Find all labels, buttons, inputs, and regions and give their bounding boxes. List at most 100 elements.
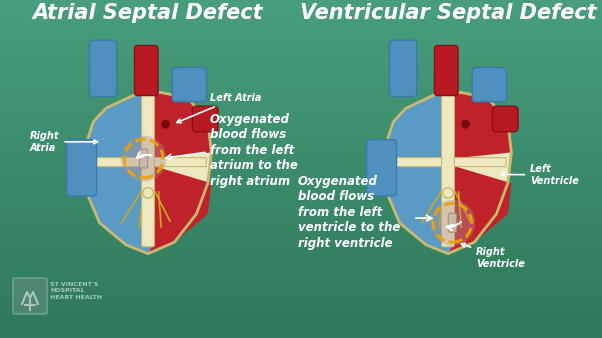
Bar — [0, 212, 602, 213]
Bar — [0, 169, 602, 170]
Bar — [0, 75, 602, 76]
Bar — [0, 64, 602, 65]
Bar — [0, 181, 602, 182]
Bar — [0, 78, 602, 79]
Bar — [0, 233, 602, 234]
Bar — [0, 40, 602, 41]
Bar — [0, 310, 602, 311]
Bar — [0, 206, 602, 207]
Bar — [0, 289, 602, 290]
FancyBboxPatch shape — [390, 158, 506, 167]
Bar — [0, 238, 602, 239]
Bar — [0, 280, 602, 281]
Bar — [0, 94, 602, 95]
Bar — [0, 115, 602, 116]
Bar — [0, 171, 602, 172]
Bar — [0, 196, 602, 197]
Bar — [0, 151, 602, 152]
Bar — [0, 25, 602, 26]
Bar — [0, 258, 602, 259]
Bar — [0, 186, 602, 187]
Bar — [0, 230, 602, 231]
Bar — [0, 193, 602, 194]
Bar — [0, 133, 602, 134]
Bar — [0, 228, 602, 229]
Bar — [0, 103, 602, 104]
Bar — [0, 137, 602, 138]
Bar — [0, 217, 602, 218]
Bar — [0, 119, 602, 120]
Bar — [0, 279, 602, 280]
Polygon shape — [448, 166, 511, 254]
Bar — [0, 311, 602, 312]
Bar — [0, 183, 602, 184]
Bar — [0, 138, 602, 139]
Bar — [0, 263, 602, 264]
Bar — [0, 273, 602, 274]
Bar — [0, 130, 602, 131]
Bar — [0, 287, 602, 288]
Bar — [0, 42, 602, 43]
Bar — [0, 29, 602, 30]
Text: Right
Atria: Right Atria — [30, 131, 98, 153]
Bar — [0, 145, 602, 146]
FancyBboxPatch shape — [90, 40, 117, 97]
Bar — [0, 58, 602, 59]
Bar — [0, 185, 602, 186]
Bar — [0, 164, 602, 165]
Bar — [0, 226, 602, 227]
Bar — [0, 66, 602, 67]
Bar — [0, 102, 602, 103]
Bar — [0, 270, 602, 271]
FancyBboxPatch shape — [472, 68, 506, 102]
Text: Left
Ventricle: Left Ventricle — [501, 164, 579, 186]
Bar — [0, 209, 602, 210]
Bar — [0, 168, 602, 169]
FancyBboxPatch shape — [141, 89, 154, 247]
Bar — [0, 55, 602, 56]
Bar — [0, 147, 602, 148]
Bar — [0, 191, 602, 192]
Bar — [0, 131, 602, 132]
Bar — [0, 32, 602, 33]
Bar — [0, 12, 602, 13]
Bar — [0, 47, 602, 48]
Bar — [0, 158, 602, 159]
Bar — [0, 114, 602, 115]
Bar — [0, 207, 602, 208]
Bar — [0, 72, 602, 73]
Bar — [0, 79, 602, 80]
Text: ST VINCENT'S
HOSPITAL
HEART HEALTH: ST VINCENT'S HOSPITAL HEART HEALTH — [50, 282, 102, 300]
Bar — [0, 179, 602, 180]
Bar — [0, 243, 602, 244]
Bar — [0, 105, 602, 106]
Bar — [0, 68, 602, 69]
Bar — [0, 160, 602, 161]
Bar — [0, 331, 602, 332]
Bar — [0, 318, 602, 319]
FancyBboxPatch shape — [492, 106, 518, 132]
Text: Atrial Septal Defect: Atrial Septal Defect — [33, 3, 263, 23]
Bar — [0, 18, 602, 19]
FancyBboxPatch shape — [67, 140, 96, 196]
Bar — [0, 107, 602, 108]
Bar — [0, 250, 602, 251]
Bar — [0, 182, 602, 183]
Bar — [0, 303, 602, 304]
Bar — [0, 205, 602, 206]
Bar — [0, 332, 602, 333]
FancyBboxPatch shape — [140, 149, 147, 168]
Bar — [0, 59, 602, 60]
Bar — [0, 77, 602, 78]
Bar — [0, 252, 602, 253]
Bar — [0, 326, 602, 327]
Bar — [0, 312, 602, 313]
Bar — [0, 203, 602, 204]
Bar — [0, 239, 602, 240]
Bar — [0, 211, 602, 212]
Bar — [0, 106, 602, 107]
Polygon shape — [148, 166, 211, 254]
FancyBboxPatch shape — [172, 68, 206, 102]
Bar — [0, 295, 602, 296]
Bar — [0, 282, 602, 283]
